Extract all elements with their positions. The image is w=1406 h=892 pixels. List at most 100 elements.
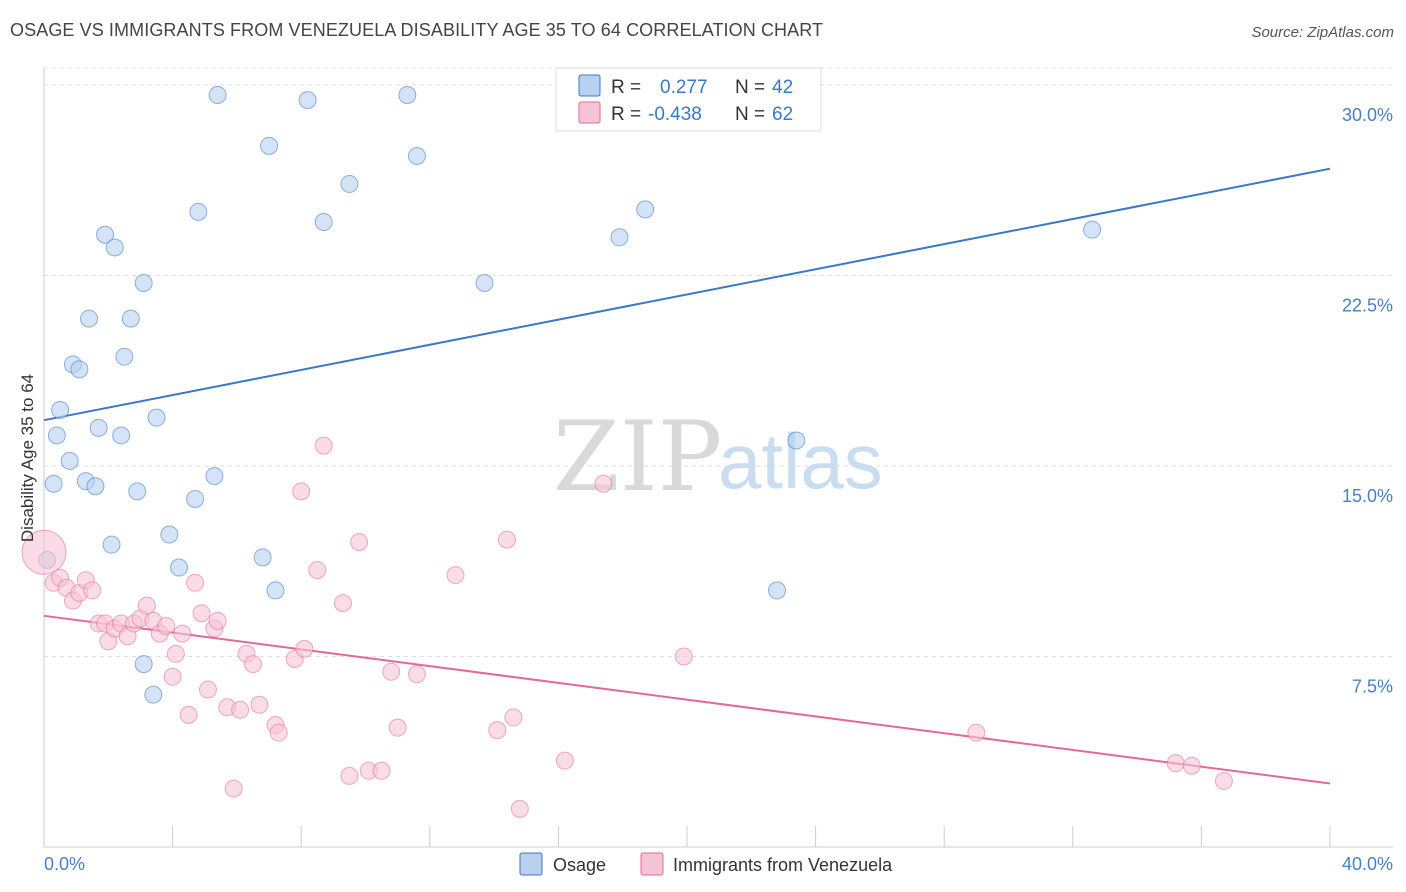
point-osage [112,426,131,445]
legend: R = 0.277 N = 42 R = -0.438 N = 62 [555,67,822,132]
point-osage [102,535,121,554]
point-venezuela [333,594,352,613]
bottom-legend-swatch-osage [519,852,543,876]
point-venezuela [250,695,269,714]
trend-lines [43,167,1331,785]
point-venezuela [308,561,327,580]
legend-swatch-venezuela [578,101,601,124]
point-venezuela [186,573,205,592]
point-osage [47,426,66,445]
point-osage [1083,220,1102,239]
point-venezuela [179,705,198,724]
point-venezuela [388,718,407,737]
point-osage [134,655,153,674]
point-venezuela [510,799,529,818]
watermark: ZIP atlas [553,401,883,513]
point-venezuela [446,566,465,585]
y-tick-label: 30.0% [1342,105,1393,125]
point-osage [105,238,124,257]
trend-line-venezuela [43,614,1331,785]
point-venezuela [21,529,67,575]
point-osage [44,474,63,493]
point-venezuela [137,596,156,615]
point-venezuela [314,436,333,455]
grid-lines [44,67,1393,657]
legend-n-value-osage: 42 [772,77,793,98]
point-osage [121,309,140,328]
point-venezuela [967,723,986,742]
point-venezuela [198,680,217,699]
axes [43,68,1393,848]
point-osage [266,581,285,600]
point-osage [70,360,89,379]
point-osage [144,685,163,704]
x-tick-label: 40.0% [1342,854,1393,874]
y-axis-label: Disability Age 35 to 64 [18,374,37,542]
point-osage [134,274,153,293]
point-venezuela [1166,754,1185,773]
point-osage [186,489,205,508]
bottom-legend: Osage Immigrants from Venezuela [519,852,893,876]
point-venezuela [292,482,311,501]
data-points [21,86,1233,818]
legend-r-label-osage: R = [611,77,641,98]
y-tick-label: 7.5% [1352,676,1393,696]
point-venezuela [208,611,227,630]
bottom-legend-osage: Osage [553,855,606,875]
point-osage [610,228,629,247]
point-venezuela [166,644,185,663]
point-osage [407,146,426,165]
point-osage [147,408,166,427]
point-osage [768,581,787,600]
point-osage [80,309,99,328]
point-osage [60,451,79,470]
legend-n-label-osage: N = [735,77,765,98]
point-venezuela [231,700,250,719]
point-osage [253,548,272,567]
point-osage [205,467,224,486]
point-venezuela [269,723,288,742]
point-osage [260,136,279,155]
point-venezuela [340,766,359,785]
point-venezuela [674,647,693,666]
point-venezuela [295,639,314,658]
source-label: Source: ZipAtlas.com [1251,24,1394,41]
legend-r-value-venezuela: -0.438 [648,104,702,125]
point-osage [208,86,227,105]
point-osage [398,86,417,105]
point-osage [189,202,208,221]
y-tick-label: 22.5% [1342,295,1393,315]
point-venezuela [1214,771,1233,790]
point-venezuela [192,604,211,623]
legend-n-label-venezuela: N = [735,104,765,125]
bottom-legend-swatch-venezuela [640,852,664,876]
y-tick-label: 15.0% [1342,486,1393,506]
point-osage [96,225,115,244]
point-venezuela [224,779,243,798]
point-venezuela [243,655,262,674]
x-tick-label: 0.0% [44,854,85,874]
point-osage [128,482,147,501]
point-osage [89,418,108,437]
legend-n-value-venezuela: 62 [772,104,793,125]
point-venezuela [350,533,369,552]
point-venezuela [382,662,401,681]
point-venezuela [504,708,523,727]
point-osage [787,431,806,450]
point-venezuela [488,721,507,740]
point-venezuela [372,761,391,780]
point-osage [160,525,179,544]
point-venezuela [157,616,176,635]
point-venezuela [1182,756,1201,775]
point-venezuela [594,474,613,493]
point-venezuela [163,667,182,686]
legend-r-value-osage: 0.277 [660,77,708,98]
trend-line-osage [43,167,1331,422]
x-tick-labels: 0.0% 40.0% [44,854,1393,874]
point-venezuela [497,530,516,549]
point-osage [51,401,70,420]
point-osage [314,213,333,232]
point-osage [340,174,359,193]
legend-swatch-osage [578,74,601,97]
